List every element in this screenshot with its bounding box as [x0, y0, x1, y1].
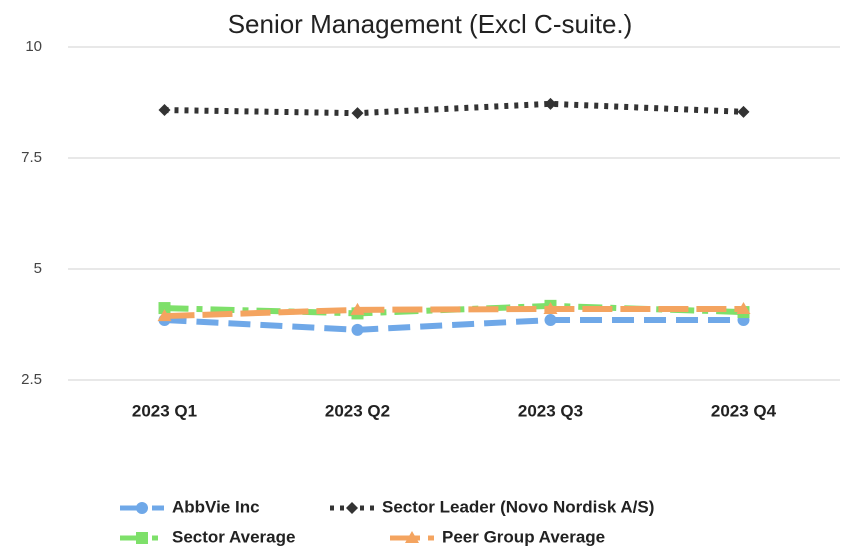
legend-marker — [405, 531, 419, 543]
legend-label: Sector Leader (Novo Nordisk A/S) — [382, 497, 654, 516]
data-point — [158, 104, 171, 117]
legend-marker — [136, 502, 148, 514]
x-tick-label: 2023 Q1 — [132, 401, 197, 420]
y-tick-label: 7.5 — [21, 149, 42, 166]
data-point — [351, 323, 364, 336]
data-point — [544, 314, 557, 327]
legend-label: Sector Average — [172, 527, 295, 546]
data-point — [544, 97, 557, 110]
data-point — [350, 302, 365, 315]
x-tick-label: 2023 Q3 — [518, 401, 583, 420]
series-line — [164, 305, 744, 320]
legend-label: AbbVie Inc — [172, 497, 260, 516]
legend-marker — [136, 532, 148, 544]
data-point — [543, 301, 558, 314]
y-tick-label: 5 — [34, 260, 42, 277]
x-tick-label: 2023 Q4 — [711, 401, 777, 420]
data-point — [737, 105, 750, 118]
legend-marker — [346, 502, 358, 514]
y-tick-label: 10 — [25, 38, 42, 55]
series-line — [164, 100, 744, 117]
series-line — [164, 317, 744, 333]
data-point — [351, 107, 364, 120]
x-tick-label: 2023 Q2 — [325, 401, 390, 420]
data-point — [736, 301, 751, 314]
chart-title: Senior Management (Excl C-suite.) — [228, 9, 633, 39]
data-point — [157, 309, 172, 322]
data-point — [158, 302, 171, 315]
y-tick-label: 2.5 — [21, 371, 42, 388]
legend-label: Peer Group Average — [442, 527, 605, 546]
